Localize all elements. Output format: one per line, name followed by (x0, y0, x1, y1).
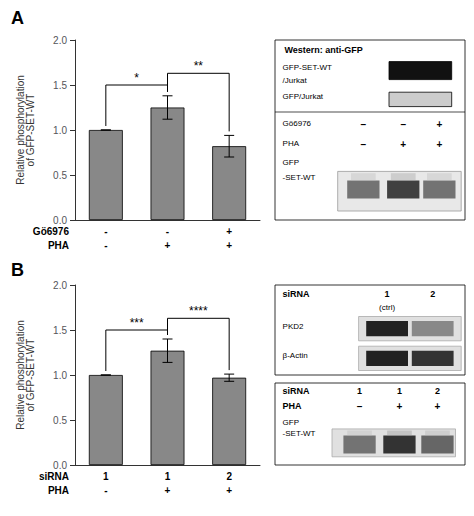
svg-text:1: 1 (397, 386, 402, 396)
svg-text:+: + (397, 401, 403, 412)
svg-text:+: + (400, 139, 406, 150)
svg-text:PHA: PHA (283, 139, 300, 148)
svg-text:(ctrl): (ctrl) (379, 303, 395, 312)
svg-text:+: + (226, 226, 232, 237)
svg-text:GFP: GFP (283, 418, 299, 427)
svg-text:1: 1 (103, 471, 109, 482)
svg-text:1: 1 (165, 471, 171, 482)
svg-text:Relative phosphorylation: Relative phosphorylation (14, 75, 26, 185)
svg-text:+: + (165, 240, 171, 251)
svg-text:PKD2: PKD2 (283, 322, 304, 331)
svg-text:***: *** (130, 316, 144, 330)
svg-text:0.0: 0.0 (53, 215, 67, 226)
svg-text:–: – (357, 401, 363, 412)
svg-text:-SET-WT: -SET-WT (283, 173, 316, 182)
svg-text:****: **** (189, 304, 208, 318)
svg-text:-: - (104, 226, 107, 237)
svg-text:GFP/Jurkat: GFP/Jurkat (283, 92, 324, 101)
svg-text:2: 2 (430, 289, 435, 299)
svg-text:1: 1 (385, 289, 390, 299)
svg-text:GFP: GFP (283, 158, 299, 167)
svg-text:2: 2 (435, 386, 440, 396)
svg-text:of GFP-SET-WT: of GFP-SET-WT (25, 339, 36, 412)
svg-text:*: * (134, 71, 139, 85)
svg-text:GFP-SET-WT: GFP-SET-WT (283, 63, 332, 72)
svg-text:+: + (435, 401, 441, 412)
svg-text:PHA: PHA (48, 485, 69, 496)
svg-text:-: - (104, 240, 107, 251)
svg-text:siRNA: siRNA (283, 289, 311, 299)
svg-text:PHA: PHA (283, 401, 303, 411)
svg-text:+: + (436, 139, 442, 150)
svg-text:β-Actin: β-Actin (283, 351, 308, 360)
svg-text:2.0: 2.0 (53, 280, 67, 291)
svg-text:B: B (11, 260, 24, 280)
svg-text:-: - (166, 226, 169, 237)
svg-text:-: - (104, 485, 107, 496)
svg-text:+: + (436, 119, 442, 130)
svg-text:siRNA: siRNA (283, 386, 311, 396)
svg-text:Western: anti-GFP: Western: anti-GFP (285, 45, 363, 55)
svg-text:1.0: 1.0 (53, 125, 67, 136)
svg-text:PHA: PHA (48, 240, 69, 251)
svg-text:+: + (226, 240, 232, 251)
svg-text:Relative phosphorylation: Relative phosphorylation (14, 320, 26, 430)
svg-text:**: ** (194, 59, 204, 73)
svg-text:+: + (226, 485, 232, 496)
svg-text:+: + (165, 485, 171, 496)
svg-text:of GFP-SET-WT: of GFP-SET-WT (25, 94, 36, 167)
svg-text:Gö6976: Gö6976 (283, 119, 312, 128)
svg-text:/Jurkat: /Jurkat (283, 76, 308, 85)
svg-text:1.5: 1.5 (53, 325, 67, 336)
svg-text:1.0: 1.0 (53, 370, 67, 381)
svg-text:1.5: 1.5 (53, 80, 67, 91)
svg-text:2: 2 (226, 471, 232, 482)
svg-text:0.0: 0.0 (53, 460, 67, 471)
svg-text:A: A (11, 8, 24, 28)
svg-text:0.5: 0.5 (53, 415, 67, 426)
svg-text:–: – (400, 119, 406, 130)
svg-text:siRNA: siRNA (39, 471, 69, 482)
svg-text:–: – (361, 119, 367, 130)
svg-text:-SET-WT: -SET-WT (283, 429, 316, 438)
svg-text:1: 1 (357, 386, 362, 396)
svg-text:0.5: 0.5 (53, 170, 67, 181)
svg-text:Gö6976: Gö6976 (33, 226, 70, 237)
svg-text:–: – (361, 139, 367, 150)
svg-text:2.0: 2.0 (53, 35, 67, 46)
